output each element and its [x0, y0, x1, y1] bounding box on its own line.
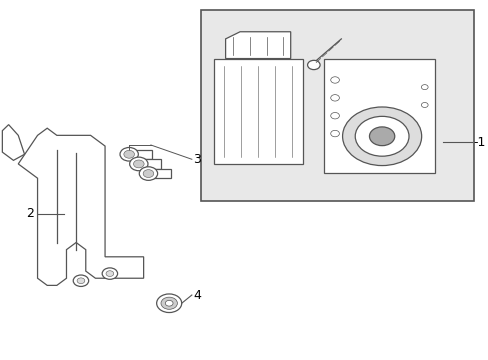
Circle shape — [129, 157, 148, 171]
Bar — [324, 59, 434, 173]
Circle shape — [133, 160, 144, 168]
Circle shape — [330, 77, 339, 83]
Circle shape — [102, 268, 117, 279]
Circle shape — [161, 297, 177, 309]
Text: 2: 2 — [26, 207, 34, 220]
Circle shape — [123, 150, 134, 158]
Polygon shape — [18, 128, 143, 285]
Bar — [137, 159, 161, 168]
Circle shape — [77, 278, 84, 284]
Polygon shape — [225, 32, 290, 59]
Bar — [127, 150, 151, 159]
Circle shape — [354, 116, 408, 156]
Bar — [201, 10, 473, 202]
Circle shape — [73, 275, 88, 287]
Circle shape — [369, 127, 394, 146]
Text: 4: 4 — [193, 288, 201, 302]
Circle shape — [156, 294, 182, 312]
Circle shape — [330, 95, 339, 101]
Circle shape — [165, 300, 173, 306]
Circle shape — [342, 107, 421, 166]
Circle shape — [143, 170, 153, 177]
Polygon shape — [2, 125, 24, 160]
Circle shape — [106, 271, 114, 276]
Bar — [213, 59, 302, 164]
Bar — [147, 169, 171, 178]
Text: -1: -1 — [472, 136, 485, 149]
Circle shape — [330, 130, 339, 137]
Circle shape — [307, 60, 320, 69]
Circle shape — [120, 148, 138, 161]
Text: 3: 3 — [193, 153, 201, 166]
Circle shape — [330, 112, 339, 119]
Circle shape — [421, 85, 427, 90]
Circle shape — [421, 103, 427, 108]
Circle shape — [139, 167, 157, 180]
